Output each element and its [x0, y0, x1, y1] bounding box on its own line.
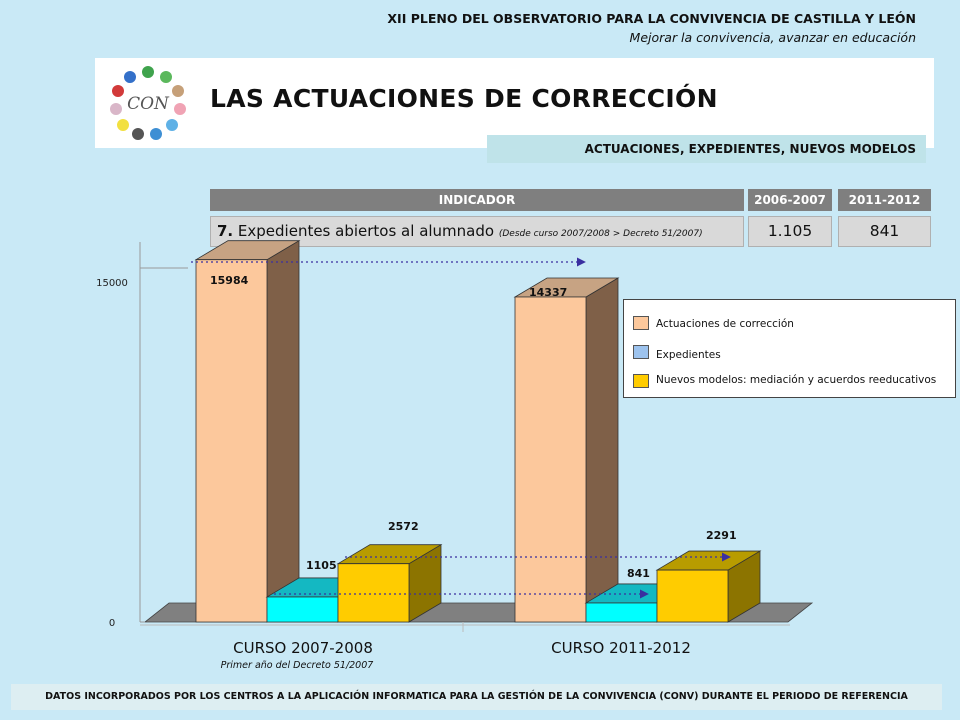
- trend-arrows: [191, 257, 731, 599]
- indicator-note: (Desde curso 2007/2008 > Decreto 51/2007…: [498, 229, 703, 239]
- sub-banner: ACTUACIONES, EXPEDIENTES, NUEVOS MODELOS: [487, 135, 926, 163]
- header-title: XII PLENO DEL OBSERVATORIO PARA LA CONVI…: [387, 11, 916, 26]
- legend-label-expedientes: Expedientes: [656, 349, 721, 361]
- bar-actuaciones-2007-2008: [195, 259, 268, 623]
- logo-figures: [110, 66, 186, 140]
- legend-swatch-nuevos-modelos: [633, 374, 649, 388]
- table-header-2006-2007: 2006-2007: [748, 189, 832, 211]
- category-note: Primer año del Decreto 51/2007: [221, 660, 374, 671]
- bar-nuevos-modelos-2011-2012: [656, 569, 729, 623]
- y-tick-label-0: 0: [109, 618, 115, 629]
- header-subtitle: Mejorar la convivencia, avanzar en educa…: [629, 30, 916, 45]
- y-axis: [139, 242, 188, 623]
- category-label-curso-2011-2012: CURSO 2011-2012: [551, 639, 691, 657]
- title-box: [95, 58, 934, 148]
- bar-actuaciones-2011-2012-side: [585, 277, 619, 623]
- category-label-curso-2007-2008: CURSO 2007-2008: [233, 639, 373, 657]
- data-label-expedientes-2011-2012: 841: [627, 567, 650, 580]
- table-cell-value-2011-2012: 841: [838, 216, 931, 247]
- data-label-actuaciones-2007-2008: 15984: [210, 274, 249, 287]
- bar-actuaciones-2011-2012: [514, 296, 587, 623]
- data-label-nuevos-modelos-2011-2012: 2291: [706, 529, 737, 542]
- data-label-expedientes-2007-2008: 1105: [306, 559, 337, 572]
- chart-legend: Actuaciones de corrección Expedientes Nu…: [623, 299, 956, 398]
- indicator-label: Expedientes abiertos al alumnado: [237, 222, 495, 240]
- data-label-actuaciones-2011-2012: 14337: [529, 286, 567, 299]
- indicator-number: 7.: [217, 222, 234, 240]
- legend-swatch-expedientes: [633, 345, 649, 359]
- data-label-nuevos-modelos-2007-2008: 2572: [388, 520, 419, 533]
- y-tick-label-15000: 15000: [96, 278, 128, 289]
- bar-actuaciones-2007-2008-side: [266, 239, 300, 623]
- bar-nuevos-modelos-2007-2008: [337, 563, 410, 623]
- legend-swatch-actuaciones: [633, 316, 649, 330]
- legend-label-nuevos-modelos: Nuevos modelos: mediación y acuerdos ree…: [656, 374, 937, 386]
- logo-text: CON: [127, 94, 170, 114]
- observatory-logo: CON: [110, 66, 186, 140]
- page-title: LAS ACTUACIONES DE CORRECCIÓN: [210, 84, 718, 113]
- table-header-2011-2012: 2011-2012: [838, 189, 931, 211]
- footer-note: DATOS INCORPORADOS POR LOS CENTROS A LA …: [11, 684, 942, 710]
- bar-expedientes-2007-2008: [266, 596, 339, 623]
- x-axis: [140, 622, 790, 632]
- table-header-indicator: INDICADOR: [210, 189, 744, 211]
- table-cell-value-2006-2007: 1.105: [748, 216, 832, 247]
- bar-expedientes-2011-2012: [585, 602, 658, 623]
- legend-label-actuaciones: Actuaciones de corrección: [656, 318, 794, 330]
